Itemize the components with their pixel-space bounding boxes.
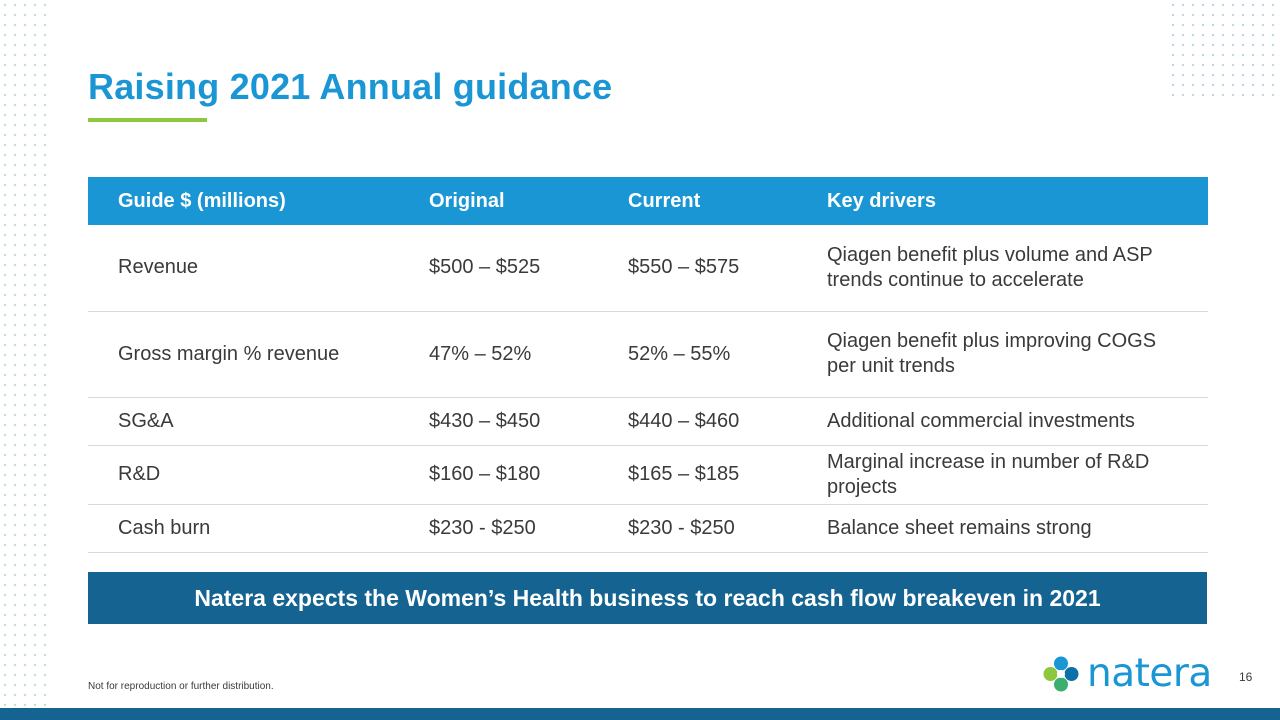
table-row: Gross margin % revenue 47% – 52% 52% – 5… (88, 311, 1208, 398)
cell-current: $165 – $185 (598, 445, 797, 505)
cell-current: $550 – $575 (598, 225, 797, 312)
cell-metric: Revenue (88, 225, 399, 312)
decorative-dot-pattern-left (0, 0, 52, 706)
natera-logo: natera (1043, 654, 1212, 694)
cell-drivers: Qiagen benefit plus improving COGS per u… (797, 311, 1208, 398)
cell-metric: Gross margin % revenue (88, 311, 399, 398)
cell-drivers: Balance sheet remains strong (797, 504, 1208, 553)
header-key-drivers: Key drivers (827, 189, 936, 212)
natera-logo-icon (1043, 656, 1079, 692)
cell-original: $230 - $250 (399, 504, 598, 553)
cell-current: $440 – $460 (598, 397, 797, 446)
decorative-dot-pattern-top-right (1168, 0, 1280, 100)
cell-original: 47% – 52% (399, 311, 598, 398)
table-row: Revenue $500 – $525 $550 – $575 Qiagen b… (88, 225, 1208, 312)
natera-logo-wordmark: natera (1087, 651, 1212, 696)
table-row: Cash burn $230 - $250 $230 - $250 Balanc… (88, 504, 1208, 553)
header-current: Current (628, 189, 701, 212)
bottom-accent-bar (0, 708, 1280, 720)
cell-metric: R&D (88, 445, 399, 505)
table-row: SG&A $430 – $450 $440 – $460 Additional … (88, 397, 1208, 446)
cell-current: $230 - $250 (598, 504, 797, 553)
header-original: Original (429, 189, 505, 212)
cell-drivers: Additional commercial investments (797, 397, 1208, 446)
table-header-row: Guide $ (millions) Original Current Key … (88, 177, 1208, 225)
title-underline (88, 118, 207, 122)
cell-metric: Cash burn (88, 504, 399, 553)
cell-current: 52% – 55% (598, 311, 797, 398)
table-row: R&D $160 – $180 $165 – $185 Marginal inc… (88, 445, 1208, 505)
footer-disclaimer: Not for reproduction or further distribu… (88, 681, 274, 692)
callout-banner: Natera expects the Women’s Health busine… (88, 572, 1207, 624)
cell-metric: SG&A (88, 397, 399, 446)
header-guide: Guide $ (millions) (118, 189, 286, 212)
slide-title: Raising 2021 Annual guidance (88, 66, 613, 107)
cell-drivers: Qiagen benefit plus volume and ASP trend… (797, 225, 1208, 312)
cell-drivers: Marginal increase in number of R&D proje… (797, 445, 1208, 505)
callout-banner-text: Natera expects the Women’s Health busine… (194, 584, 1101, 611)
cell-original: $430 – $450 (399, 397, 598, 446)
guidance-table: Guide $ (millions) Original Current Key … (88, 177, 1208, 553)
cell-original: $160 – $180 (399, 445, 598, 505)
page-number: 16 (1239, 670, 1253, 684)
cell-original: $500 – $525 (399, 225, 598, 312)
